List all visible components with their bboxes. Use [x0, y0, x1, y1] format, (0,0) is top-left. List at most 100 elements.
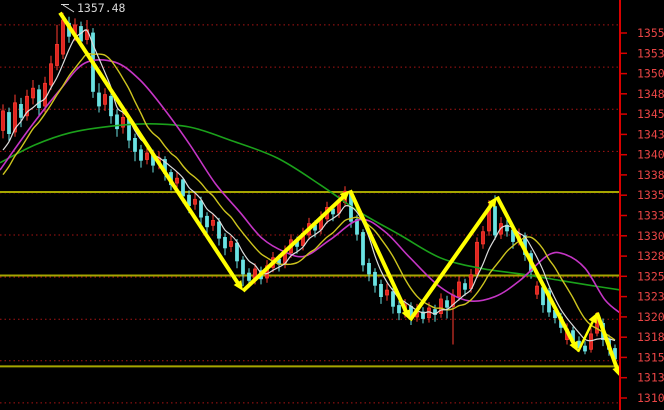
candle-body: [109, 95, 113, 117]
zigzag-segment: [495, 195, 578, 349]
candle-body: [463, 283, 467, 290]
price-axis-label: 1323: [637, 290, 664, 304]
candle-body: [145, 152, 149, 160]
candle-body: [433, 309, 437, 315]
price-axis-label: 1350: [637, 67, 664, 81]
candle-body: [175, 177, 179, 184]
candle-body: [25, 95, 29, 117]
candle-body: [1, 110, 5, 131]
candle-body: [589, 333, 593, 350]
candle: [25, 89, 29, 121]
price-axis: 1355 1353 1350 1348 1345 1343 1340 1338 1335 1333…: [619, 0, 664, 410]
candle: [505, 219, 509, 237]
candle-body: [229, 241, 233, 247]
candle: [49, 55, 53, 90]
candle-body: [211, 219, 215, 226]
candle-body: [121, 117, 125, 128]
candle-body: [355, 219, 359, 235]
candle: [241, 256, 245, 287]
price-axis-label: 1355: [637, 26, 664, 40]
candle-body: [421, 311, 425, 319]
candle-body: [457, 281, 461, 298]
zigzag-segment: [408, 199, 496, 322]
zigzag-arrowhead: [569, 340, 578, 352]
price-axis-label: 1353: [637, 46, 664, 60]
zigzag-segment: [595, 312, 621, 373]
candle-body: [199, 200, 203, 218]
candle-body: [481, 231, 485, 245]
candle: [223, 233, 227, 256]
candle-body: [445, 300, 449, 308]
candle-body: [97, 92, 101, 107]
zigzag-segment: [241, 192, 348, 293]
candle-body: [133, 137, 137, 152]
candle-body: [61, 19, 65, 55]
candle: [43, 76, 47, 113]
candle-body: [43, 82, 47, 107]
candle-body: [193, 198, 197, 205]
candle-body: [223, 236, 227, 249]
high-price-label: 1357.48: [77, 1, 126, 15]
high-label-pointer-line: [62, 4, 75, 13]
candle-body: [397, 305, 401, 314]
ma60-line: [0, 122, 622, 291]
candle-body: [373, 271, 377, 286]
price-axis-label: 1335: [637, 188, 664, 202]
candle: [205, 212, 209, 235]
price-axis-label: 1313: [637, 371, 664, 385]
candle-body: [505, 224, 509, 232]
candle: [217, 217, 221, 246]
candle-body: [475, 241, 479, 275]
zigzag-segment: [58, 11, 242, 288]
price-axis-label: 1338: [637, 168, 664, 182]
candle-body: [361, 232, 365, 266]
candle: [103, 88, 107, 111]
candle: [235, 239, 239, 269]
candle-body: [31, 87, 35, 99]
candle-body: [217, 221, 221, 239]
zigzag-overlay: [58, 11, 621, 377]
candle-body: [139, 149, 143, 161]
candle: [109, 91, 113, 124]
zigzag-segment: [348, 189, 410, 317]
candle-body: [367, 262, 371, 275]
candle: [31, 80, 35, 105]
candle: [229, 235, 233, 252]
zigzag-arrowhead: [487, 196, 497, 208]
candle: [55, 24, 59, 71]
candle: [391, 287, 395, 314]
candle: [175, 171, 179, 188]
price-axis-label: 1310: [637, 391, 664, 405]
candle-body: [49, 63, 53, 86]
candle: [397, 300, 401, 321]
zigzag-arrowhead: [401, 309, 410, 321]
candle-body: [379, 283, 383, 297]
price-axis-label: 1340: [637, 148, 664, 162]
candle: [193, 192, 197, 210]
zigzag-arrowhead: [612, 366, 621, 377]
price-axis-label: 1345: [637, 107, 664, 121]
price-axis-label: 1330: [637, 229, 664, 243]
candle: [451, 289, 455, 345]
price-axis-label: 1325: [637, 269, 664, 283]
candle: [355, 214, 359, 241]
candle: [1, 104, 5, 139]
price-axis-label: 1343: [637, 127, 664, 141]
candle-body: [103, 94, 107, 105]
candle-body: [7, 112, 11, 135]
candle: [445, 295, 449, 319]
candle-body: [181, 179, 185, 197]
candle: [481, 226, 485, 249]
price-axis-label: 1320: [637, 310, 664, 324]
candle-body: [13, 102, 17, 133]
price-axis-label: 1328: [637, 249, 664, 263]
ma10-line: [2, 52, 616, 341]
high-price-annotation: 1357.48: [61, 1, 126, 15]
zigzag-arrowhead: [588, 312, 597, 324]
candle: [121, 110, 125, 134]
zigzag-segment: [576, 316, 596, 353]
candle: [367, 258, 371, 282]
candle-body: [115, 114, 119, 130]
